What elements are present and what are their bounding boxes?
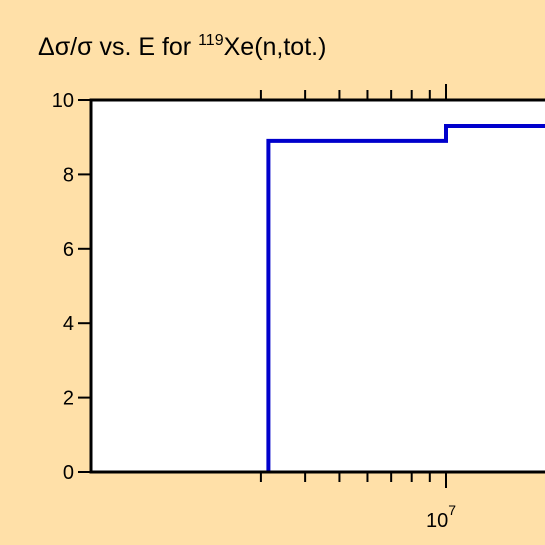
chart-title: Δσ/σ vs. E for 119Xe(n,tot.) [38,32,326,61]
y-tick-label-6: 6 [63,239,74,261]
chart-title-suffix: Xe(n,tot.) [224,33,327,61]
x-tick-label: 107 [426,502,456,532]
x-tick-label-exponent: 7 [448,502,456,518]
x-axis: 107 [259,84,456,532]
plot-area [91,100,545,472]
series-line-0 [266,124,545,472]
y-tick-label-10: 10 [52,90,74,112]
series-layer [266,124,545,472]
y-tick-label-8: 8 [63,164,74,186]
chart-title-prefix: Δσ/σ vs. E for [38,33,198,61]
y-tick-label-4: 4 [63,313,74,335]
x-tick-label-base: 10 [426,510,448,532]
y-tick-label-2: 2 [63,388,74,410]
plot-frame [89,98,545,474]
y-axis: 0 2 4 6 8 10 [52,90,91,484]
y-tick-label-0: 0 [63,462,74,484]
chart-title-superscript: 119 [198,32,224,49]
